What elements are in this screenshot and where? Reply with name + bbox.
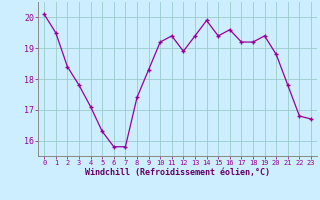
X-axis label: Windchill (Refroidissement éolien,°C): Windchill (Refroidissement éolien,°C) bbox=[85, 168, 270, 177]
